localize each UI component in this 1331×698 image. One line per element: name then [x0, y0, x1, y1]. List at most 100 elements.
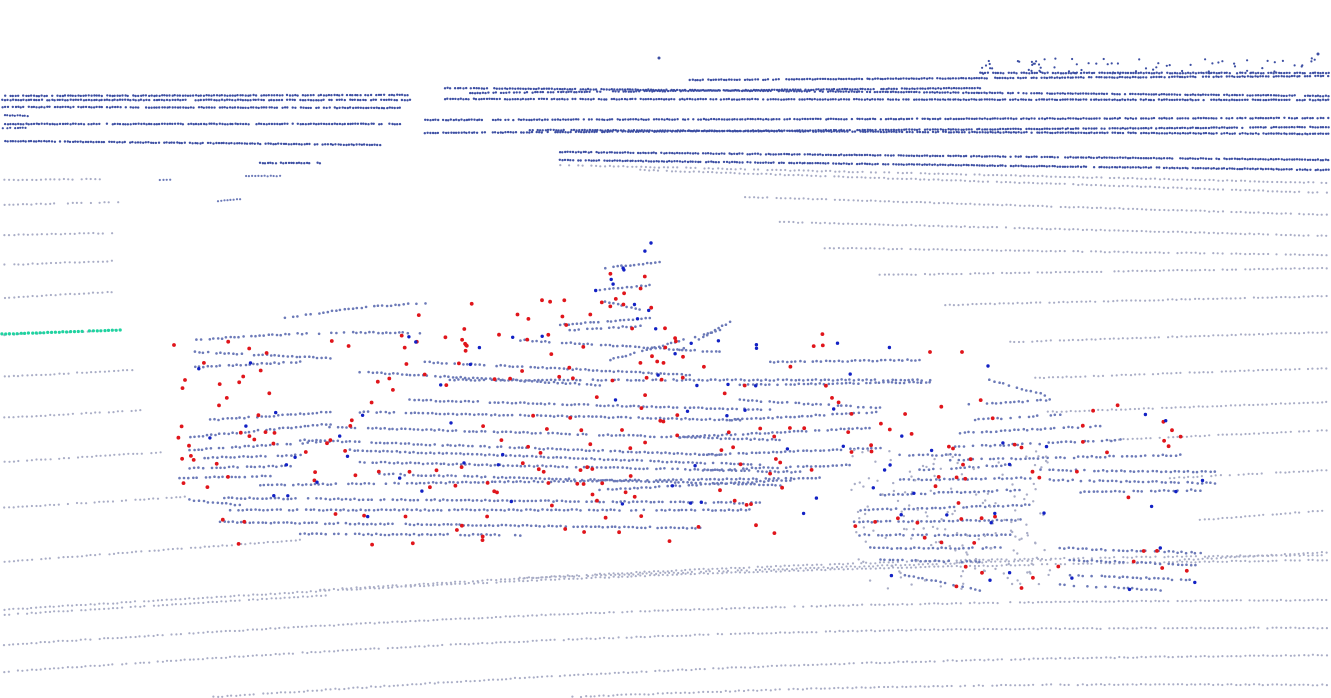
ground-point [1194, 209, 1197, 212]
ground-point [837, 246, 841, 250]
ground-point [544, 614, 547, 617]
ground-point [1266, 599, 1269, 602]
ground-point [427, 619, 430, 622]
structure-point [126, 98, 130, 102]
ground-point [472, 617, 476, 620]
structure-point [1033, 127, 1036, 131]
ground-point [1185, 560, 1188, 563]
ground-point [3, 178, 6, 181]
ground-point [784, 664, 787, 667]
ground-point [535, 579, 539, 582]
ground-point [111, 500, 115, 503]
ground-point [1201, 405, 1204, 408]
ground-point [932, 178, 935, 181]
ground-point [1216, 297, 1219, 300]
structure-point [1045, 98, 1049, 101]
structure-point [134, 106, 137, 109]
ground-point [1297, 654, 1301, 657]
structure-point [631, 97, 634, 101]
ground-point [924, 660, 927, 663]
ground-point [864, 176, 867, 179]
ground-point [1124, 408, 1127, 411]
structure-point [197, 106, 201, 109]
structure-point [1324, 98, 1328, 102]
structure-point [1256, 98, 1260, 102]
structure-point [1220, 116, 1223, 120]
structure-point [1202, 126, 1205, 130]
ground-point [594, 637, 597, 641]
structure-point [173, 94, 176, 97]
ground-point [860, 567, 864, 570]
structure-point [387, 98, 391, 101]
ground-point [1243, 369, 1246, 372]
ground-point [720, 607, 724, 610]
ground-point [148, 549, 151, 553]
ground-point [1099, 683, 1103, 686]
ground-point [1216, 560, 1219, 563]
ground-point [1271, 559, 1274, 562]
structure-point [215, 94, 219, 97]
ground-point [775, 664, 779, 668]
structure-point [268, 122, 271, 126]
ground-point [486, 578, 489, 581]
structure-point [754, 97, 757, 101]
ground-point [424, 682, 427, 685]
structure-point [134, 99, 137, 102]
ground-point [1262, 513, 1265, 516]
ground-point [1316, 598, 1319, 601]
ground-point [233, 655, 236, 658]
structure-point [254, 98, 257, 102]
structure-point [865, 90, 869, 94]
ground-point [959, 685, 962, 688]
ground-point [847, 199, 850, 202]
ground-point [153, 549, 156, 552]
ground-point [1280, 233, 1283, 237]
structure-point [378, 123, 381, 126]
structure-point [17, 140, 20, 143]
ground-point [359, 648, 362, 651]
ground-point [983, 659, 986, 662]
ground-point [49, 178, 52, 181]
ground-point [784, 197, 787, 200]
structure-point [907, 90, 911, 94]
ground-point [1149, 177, 1152, 180]
structure-point [288, 98, 292, 101]
ground-point [1027, 181, 1030, 184]
structure-point [918, 98, 921, 101]
ground-point [951, 172, 954, 175]
ground-point [1136, 207, 1139, 211]
ground-point [1252, 683, 1256, 686]
structure-point [6, 123, 10, 126]
ground-point [1072, 183, 1075, 186]
structure-point [48, 99, 51, 102]
ground-point [1293, 332, 1297, 335]
structure-point [1165, 93, 1168, 96]
structure-point [866, 118, 869, 121]
ground-point [21, 178, 24, 181]
structure-point [1152, 116, 1156, 120]
ground-point [894, 563, 897, 567]
ground-point [432, 619, 435, 622]
ground-point [841, 687, 844, 690]
ground-point [923, 178, 926, 181]
ground-point [526, 614, 530, 617]
ground-point [54, 232, 57, 236]
structure-point [1298, 125, 1301, 129]
ground-point [770, 606, 773, 609]
ground-point [855, 686, 858, 689]
ground-point [891, 603, 895, 606]
ground-point [1172, 269, 1175, 272]
ground-point [242, 655, 245, 658]
structure-point [388, 122, 391, 125]
ground-point [690, 668, 693, 672]
structure-point [249, 142, 252, 145]
ground-point [1239, 599, 1242, 602]
ground-point [995, 249, 998, 252]
ground-point [220, 600, 223, 603]
ground-point [842, 175, 845, 178]
structure-point [392, 94, 396, 97]
ground-point [1081, 270, 1084, 273]
ground-point [657, 634, 660, 638]
ground-point [1090, 656, 1093, 660]
ground-point [1036, 657, 1040, 660]
